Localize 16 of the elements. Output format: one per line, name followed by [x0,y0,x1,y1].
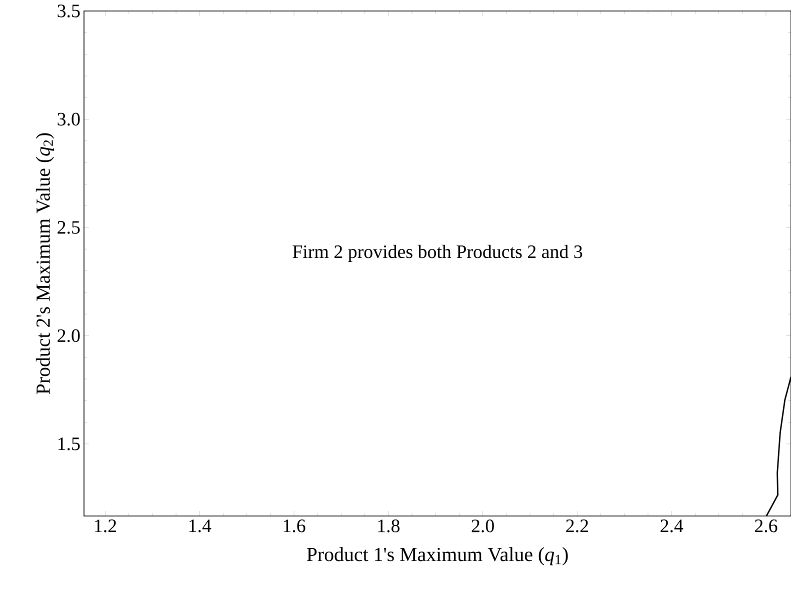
y-axis-title: Product 2's Maximum Value (q$_{2}$) [36,133,54,394]
x-tick-label: 1.8 [378,520,400,532]
y-tick-label: 3.0 [58,112,80,126]
y-tick-label: 1.5 [58,438,80,450]
x-tick-label: 1.6 [284,520,306,532]
y-tick-label: 2.5 [58,221,80,234]
x-tick-label: 1.2 [95,520,116,532]
x-tick-label: 2.4 [660,520,684,532]
x-tick-label: 2.0 [472,520,494,532]
x-axis-title: Product 1's Maximum Value (q$_{1}$) [306,547,568,566]
y-tick-label: 2.0 [58,329,80,342]
x-tick-label: 2.6 [754,520,778,532]
y-tick-label: 3.5 [58,4,80,18]
annotation: Firm 2 provides both Products 2 and 3 [292,244,582,262]
x-tick-label: 1.4 [189,520,212,532]
x-tick-label: 2.2 [566,520,588,532]
